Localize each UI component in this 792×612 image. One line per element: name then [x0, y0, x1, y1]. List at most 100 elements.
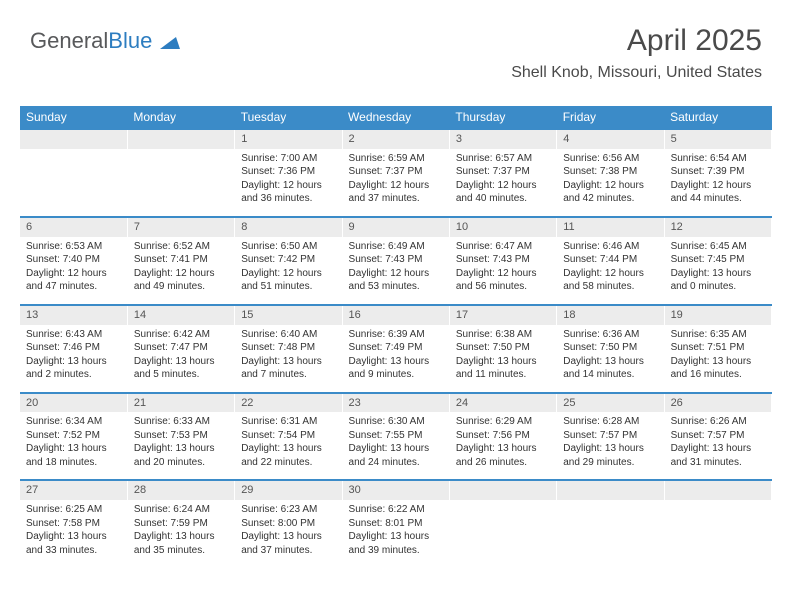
daylight-text: Daylight: 13 hours and 24 minutes. — [349, 442, 443, 469]
sunset-text: Sunset: 7:56 PM — [456, 429, 550, 443]
day-number-cell: 14 — [127, 305, 234, 325]
day-content-cell: Sunrise: 6:26 AMSunset: 7:57 PMDaylight:… — [664, 412, 771, 480]
day-number-cell: 5 — [664, 129, 771, 149]
sunset-text: Sunset: 7:47 PM — [134, 341, 228, 355]
weekday-header: Sunday — [20, 106, 127, 129]
daylight-text: Daylight: 13 hours and 16 minutes. — [671, 355, 765, 382]
day-number-cell: 15 — [235, 305, 342, 325]
sunset-text: Sunset: 7:52 PM — [26, 429, 121, 443]
day-number-cell: 27 — [20, 480, 127, 500]
sunrise-text: Sunrise: 6:38 AM — [456, 328, 550, 342]
sunset-text: Sunset: 7:43 PM — [349, 253, 443, 267]
day-content-row: Sunrise: 6:25 AMSunset: 7:58 PMDaylight:… — [20, 500, 772, 568]
weekday-header: Wednesday — [342, 106, 449, 129]
sunrise-text: Sunrise: 6:56 AM — [563, 152, 657, 166]
sunrise-text: Sunrise: 6:52 AM — [134, 240, 228, 254]
sunrise-text: Sunrise: 6:47 AM — [456, 240, 550, 254]
weekday-header: Saturday — [664, 106, 771, 129]
sunrise-text: Sunrise: 6:30 AM — [349, 415, 443, 429]
sunrise-text: Sunrise: 6:26 AM — [671, 415, 765, 429]
sunset-text: Sunset: 7:44 PM — [563, 253, 657, 267]
day-content-cell — [449, 500, 556, 568]
sunset-text: Sunset: 7:51 PM — [671, 341, 765, 355]
daylight-text: Daylight: 13 hours and 37 minutes. — [241, 530, 335, 557]
daylight-text: Daylight: 12 hours and 40 minutes. — [456, 179, 550, 206]
day-content-cell — [664, 500, 771, 568]
sunset-text: Sunset: 7:39 PM — [671, 165, 765, 179]
day-number-cell: 20 — [20, 393, 127, 413]
sunset-text: Sunset: 7:46 PM — [26, 341, 121, 355]
sunrise-text: Sunrise: 6:39 AM — [349, 328, 443, 342]
daylight-text: Daylight: 12 hours and 49 minutes. — [134, 267, 228, 294]
sunrise-text: Sunrise: 6:54 AM — [671, 152, 765, 166]
sunset-text: Sunset: 7:41 PM — [134, 253, 228, 267]
sunset-text: Sunset: 7:38 PM — [563, 165, 657, 179]
sunset-text: Sunset: 7:50 PM — [456, 341, 550, 355]
logo-triangle-icon — [160, 29, 180, 55]
sunrise-text: Sunrise: 6:49 AM — [349, 240, 443, 254]
daylight-text: Daylight: 13 hours and 14 minutes. — [563, 355, 657, 382]
sunset-text: Sunset: 7:45 PM — [671, 253, 765, 267]
daylight-text: Daylight: 12 hours and 53 minutes. — [349, 267, 443, 294]
day-content-cell: Sunrise: 6:25 AMSunset: 7:58 PMDaylight:… — [20, 500, 127, 568]
day-number-cell: 16 — [342, 305, 449, 325]
day-number-cell — [449, 480, 556, 500]
day-number-cell: 2 — [342, 129, 449, 149]
weekday-header: Friday — [557, 106, 664, 129]
day-content-cell: Sunrise: 6:57 AMSunset: 7:37 PMDaylight:… — [449, 149, 556, 217]
day-number-row: 13141516171819 — [20, 305, 772, 325]
day-number-cell: 22 — [235, 393, 342, 413]
day-number-row: 6789101112 — [20, 217, 772, 237]
sunrise-text: Sunrise: 6:46 AM — [563, 240, 657, 254]
sunset-text: Sunset: 7:36 PM — [241, 165, 335, 179]
day-content-cell: Sunrise: 6:59 AMSunset: 7:37 PMDaylight:… — [342, 149, 449, 217]
daylight-text: Daylight: 13 hours and 0 minutes. — [671, 267, 765, 294]
day-content-cell: Sunrise: 6:56 AMSunset: 7:38 PMDaylight:… — [557, 149, 664, 217]
sunset-text: Sunset: 7:55 PM — [349, 429, 443, 443]
daylight-text: Daylight: 13 hours and 9 minutes. — [349, 355, 443, 382]
sunset-text: Sunset: 7:43 PM — [456, 253, 550, 267]
sunset-text: Sunset: 7:53 PM — [134, 429, 228, 443]
daylight-text: Daylight: 13 hours and 7 minutes. — [241, 355, 335, 382]
daylight-text: Daylight: 13 hours and 20 minutes. — [134, 442, 228, 469]
sunrise-text: Sunrise: 6:57 AM — [456, 152, 550, 166]
logo-text-blue: Blue — [108, 28, 152, 53]
daylight-text: Daylight: 13 hours and 33 minutes. — [26, 530, 121, 557]
sunrise-text: Sunrise: 6:42 AM — [134, 328, 228, 342]
daylight-text: Daylight: 13 hours and 29 minutes. — [563, 442, 657, 469]
day-number-cell: 17 — [449, 305, 556, 325]
day-content-cell: Sunrise: 6:52 AMSunset: 7:41 PMDaylight:… — [127, 237, 234, 305]
day-content-cell: Sunrise: 6:53 AMSunset: 7:40 PMDaylight:… — [20, 237, 127, 305]
daylight-text: Daylight: 13 hours and 11 minutes. — [456, 355, 550, 382]
day-number-cell: 10 — [449, 217, 556, 237]
daylight-text: Daylight: 13 hours and 18 minutes. — [26, 442, 121, 469]
sunset-text: Sunset: 7:54 PM — [241, 429, 335, 443]
sunrise-text: Sunrise: 6:36 AM — [563, 328, 657, 342]
day-number-cell — [127, 129, 234, 149]
sunrise-text: Sunrise: 6:40 AM — [241, 328, 335, 342]
sunrise-text: Sunrise: 6:23 AM — [241, 503, 335, 517]
day-content-cell: Sunrise: 6:34 AMSunset: 7:52 PMDaylight:… — [20, 412, 127, 480]
day-number-cell: 28 — [127, 480, 234, 500]
day-content-cell — [557, 500, 664, 568]
sunrise-text: Sunrise: 6:31 AM — [241, 415, 335, 429]
sunrise-text: Sunrise: 6:45 AM — [671, 240, 765, 254]
day-content-cell — [20, 149, 127, 217]
day-content-cell: Sunrise: 6:24 AMSunset: 7:59 PMDaylight:… — [127, 500, 234, 568]
daylight-text: Daylight: 13 hours and 39 minutes. — [349, 530, 443, 557]
sunrise-text: Sunrise: 6:50 AM — [241, 240, 335, 254]
sunset-text: Sunset: 7:37 PM — [456, 165, 550, 179]
day-content-cell: Sunrise: 6:43 AMSunset: 7:46 PMDaylight:… — [20, 325, 127, 393]
day-number-cell: 12 — [664, 217, 771, 237]
daylight-text: Daylight: 13 hours and 2 minutes. — [26, 355, 121, 382]
day-content-cell: Sunrise: 6:54 AMSunset: 7:39 PMDaylight:… — [664, 149, 771, 217]
daylight-text: Daylight: 12 hours and 51 minutes. — [241, 267, 335, 294]
daylight-text: Daylight: 12 hours and 36 minutes. — [241, 179, 335, 206]
weekday-header: Tuesday — [235, 106, 342, 129]
day-content-cell: Sunrise: 6:47 AMSunset: 7:43 PMDaylight:… — [449, 237, 556, 305]
day-content-cell: Sunrise: 6:50 AMSunset: 7:42 PMDaylight:… — [235, 237, 342, 305]
day-content-cell: Sunrise: 6:31 AMSunset: 7:54 PMDaylight:… — [235, 412, 342, 480]
day-content-cell: Sunrise: 6:29 AMSunset: 7:56 PMDaylight:… — [449, 412, 556, 480]
sunrise-text: Sunrise: 6:43 AM — [26, 328, 121, 342]
day-number-cell: 13 — [20, 305, 127, 325]
